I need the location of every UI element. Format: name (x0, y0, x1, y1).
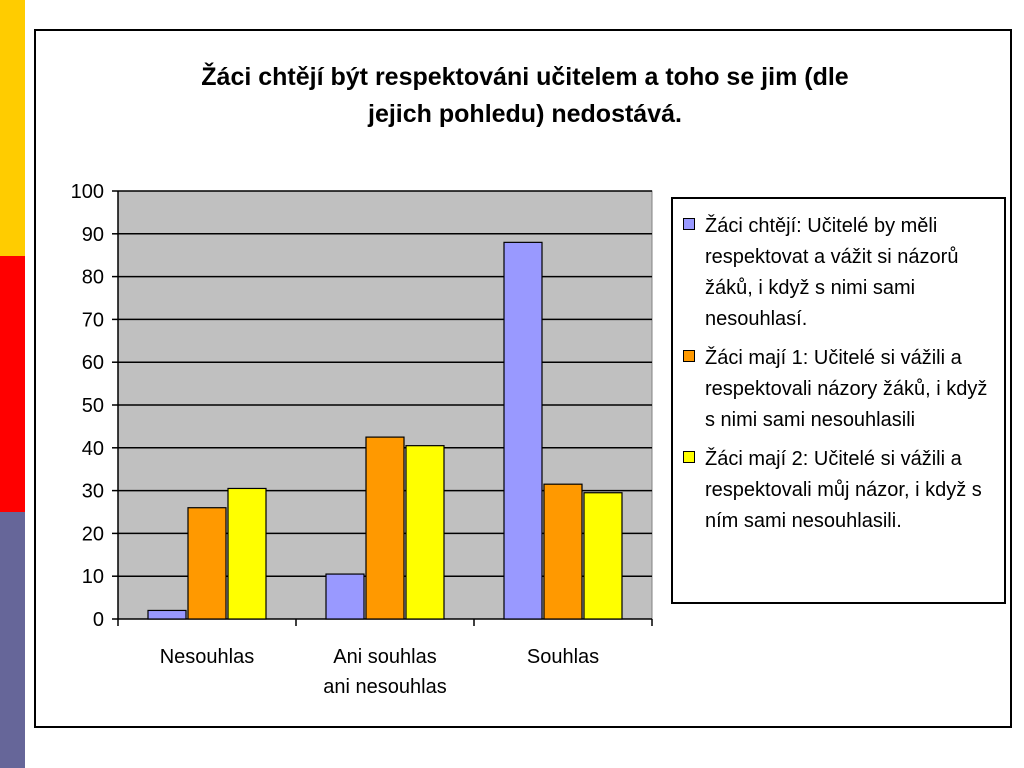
chart-title: Žáci chtějí být respektováni učitelem a … (36, 59, 1014, 133)
bar-series-2-cat-2 (365, 436, 405, 620)
y-tick-label-0: 0 (93, 609, 104, 631)
x-category-label-1: Nesouhlas (160, 646, 255, 668)
legend-item-series-3: Žáci mají 2: Učitelé si vážili a respekt… (681, 444, 996, 537)
x-category-label-2: Ani souhlas ani nesouhlas (323, 646, 446, 698)
legend-label-series-1: Žáci chtějí: Učitelé by měli respektovat… (705, 215, 959, 330)
legend-label-series-3: Žáci mají 2: Učitelé si vážili a respekt… (705, 448, 982, 532)
bar-series-3-cat-3 (583, 492, 623, 620)
bar-series-3-cat-2 (405, 445, 445, 620)
y-tick-label-70: 70 (82, 309, 104, 331)
chart-legend: Žáci chtějí: Učitelé by měli respektovat… (671, 197, 1006, 604)
y-tick-label-40: 40 (82, 438, 104, 460)
legend-swatch-series-1 (683, 218, 695, 230)
chart-title-line-1: Žáci chtějí být respektováni učitelem a … (201, 63, 849, 91)
bar-series-1-cat-3 (503, 241, 543, 620)
decor-stripe-yellow (0, 0, 25, 256)
y-tick-label-60: 60 (82, 352, 104, 374)
y-tick-label-30: 30 (82, 481, 104, 503)
legend-item-series-2: Žáci mají 1: Učitelé si vážili a respekt… (681, 343, 996, 436)
y-tick-label-20: 20 (82, 523, 104, 545)
chart-title-line-2: jejich pohledu) nedostává. (368, 100, 682, 128)
x-category-label-3: Souhlas (527, 646, 599, 668)
y-tick-label-50: 50 (82, 395, 104, 417)
bar-series-1-cat-1 (147, 609, 187, 620)
y-tick-label-100: 100 (71, 181, 104, 203)
bar-series-2-cat-3 (543, 483, 583, 620)
y-tick-label-10: 10 (82, 566, 104, 588)
bar-series-2-cat-1 (187, 507, 227, 620)
decor-stripe-blue (0, 512, 25, 768)
legend-swatch-series-2 (683, 350, 695, 362)
legend-label-series-2: Žáci mají 1: Učitelé si vážili a respekt… (705, 347, 988, 431)
decor-stripe-red (0, 256, 25, 512)
legend-swatch-series-3 (683, 451, 695, 463)
bar-series-1-cat-2 (325, 573, 365, 620)
y-tick-label-90: 90 (82, 224, 104, 246)
y-tick-label-80: 80 (82, 267, 104, 289)
bar-series-3-cat-1 (227, 487, 267, 620)
legend-item-series-1: Žáci chtějí: Učitelé by měli respektovat… (681, 211, 996, 335)
